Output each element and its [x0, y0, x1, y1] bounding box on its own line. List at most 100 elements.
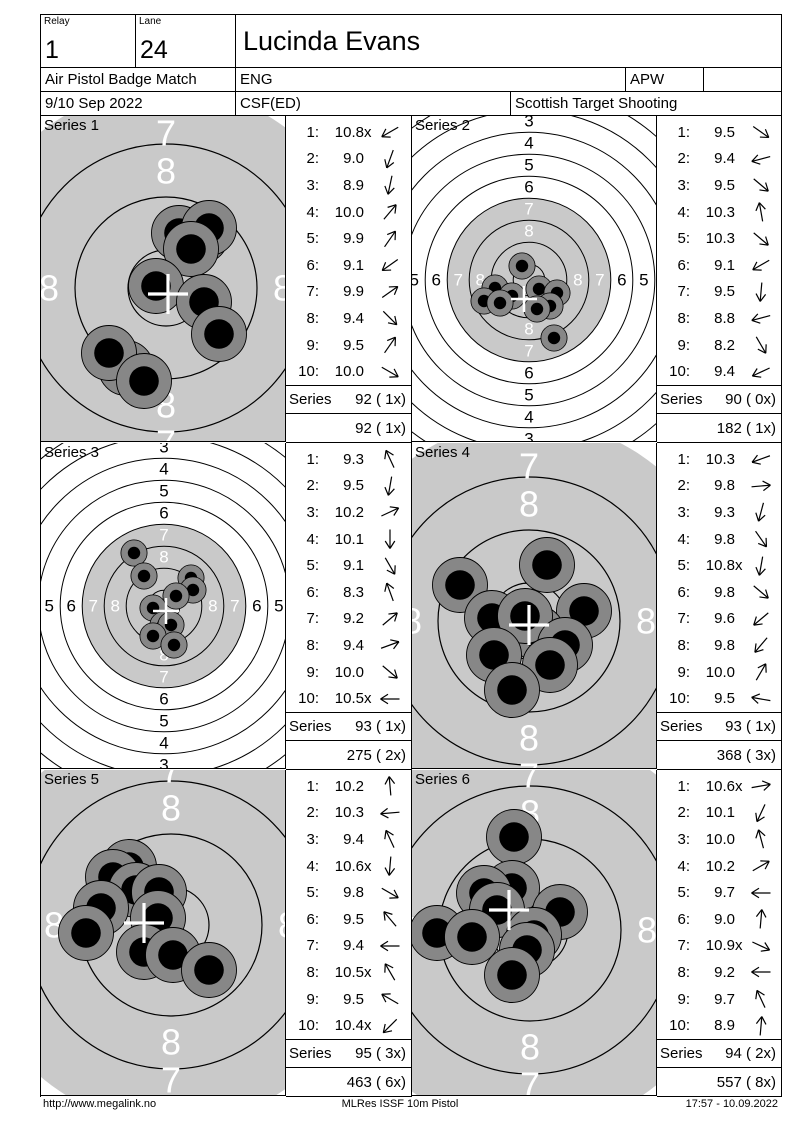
shot-direction	[746, 580, 776, 604]
shot-row: 9: 10.0	[286, 659, 411, 686]
shot-value: 10.3	[705, 450, 735, 468]
shot-holes	[58, 839, 237, 998]
shot-number: 1:	[306, 123, 319, 141]
shot-direction	[375, 227, 405, 251]
shot-direction-arrow-icon	[384, 963, 396, 981]
shot-value: 9.4	[343, 309, 364, 327]
score-table-series-1: 1: 10.8 x 2: 9.0 3: 8.9 4: 10.0 5: 9.9 6: 9.1 7: 9.9 8:…	[286, 116, 412, 443]
shot-row: 6: 9.5	[286, 906, 411, 933]
shot-list: 1: 10.6 x 2: 10.1 3: 10.0 4: 10.2 5: 9.7 6: 9.0 7: 10.…	[657, 770, 781, 1040]
svg-text:5: 5	[44, 597, 53, 616]
shot-direction-arrow-icon	[381, 366, 399, 378]
inner-ten-marker: x	[735, 557, 743, 575]
score-table-series-5: 1: 10.2 2: 10.3 3: 9.4 4: 10.6 x 5: 9.8 6: 9.5 7: 9.4 8…	[286, 770, 412, 1097]
shot-value: 9.4	[343, 636, 364, 654]
shot-row: 3: 10.2	[286, 499, 411, 526]
svg-text:8: 8	[161, 788, 181, 829]
shot-direction	[746, 554, 776, 578]
shot-direction	[746, 801, 776, 825]
shot-direction	[746, 660, 776, 684]
shot-direction	[746, 774, 776, 798]
shot-row: 4: 10.2	[657, 853, 781, 880]
shot-value: 9.0	[343, 150, 364, 168]
shot-direction-arrow-icon	[382, 665, 398, 679]
country: ENG	[236, 68, 626, 92]
shot-holes	[120, 539, 207, 659]
shot-row: 10: 10.5 x	[286, 685, 411, 712]
shot-direction-arrow-icon	[755, 909, 767, 929]
shot-direction-arrow-icon	[751, 887, 771, 898]
mean-point-cross	[153, 598, 179, 624]
shot-row: 7: 9.5	[657, 279, 781, 306]
svg-text:4: 4	[159, 733, 168, 752]
svg-text:8: 8	[519, 718, 539, 759]
shot-direction	[375, 827, 405, 851]
shot-direction-arrow-icon	[755, 282, 767, 302]
shot-direction-arrow-icon	[382, 612, 398, 626]
shot-number: 1:	[306, 450, 319, 468]
shot-value: 9.5	[714, 176, 735, 194]
shot-direction	[746, 173, 776, 197]
mean-point-cross	[124, 903, 164, 943]
shot-direction	[375, 687, 405, 711]
shot-row: 7: 9.2	[286, 606, 411, 633]
running-total-row: 275 ( 2x)	[286, 741, 411, 769]
shot-direction-arrow-icon	[753, 585, 769, 599]
shot-row: 10: 9.5	[657, 685, 781, 712]
svg-text:3: 3	[524, 429, 533, 441]
shot-row: 10: 9.4	[657, 358, 781, 385]
shot-value: 9.7	[714, 990, 735, 1008]
shot-number: 3:	[306, 176, 319, 194]
shot-direction	[375, 1014, 405, 1038]
shot-number: 5:	[306, 884, 319, 902]
shot-number: 3:	[306, 830, 319, 848]
svg-text:8: 8	[156, 151, 176, 192]
shot-number: 5:	[677, 230, 690, 248]
shot-number: 10:	[669, 690, 690, 708]
svg-text:3: 3	[524, 116, 533, 131]
shot-value: 9.1	[343, 256, 364, 274]
shot-number: 4:	[677, 857, 690, 875]
shot-number: 4:	[306, 857, 319, 875]
mean-point-cross	[509, 605, 549, 645]
shot-row: 5: 9.8	[286, 879, 411, 906]
shot-holes	[81, 200, 247, 409]
shot-direction-arrow-icon	[380, 807, 400, 819]
svg-text:8: 8	[208, 597, 217, 616]
shot-number: 10:	[298, 1017, 319, 1035]
shot-value: 9.6	[714, 610, 735, 628]
svg-text:3: 3	[159, 443, 168, 457]
series-total-label: Series	[289, 1045, 332, 1062]
shot-direction	[375, 881, 405, 905]
running-total-row: 557 ( 8x)	[657, 1068, 781, 1096]
shot-value: 10.3	[705, 203, 735, 221]
lane-value: 24	[140, 36, 168, 64]
shot-direction-arrow-icon	[755, 336, 767, 354]
shot-row: 5: 9.1	[286, 552, 411, 579]
shot-row: 2: 10.3	[286, 800, 411, 827]
shot-row: 10: 8.9	[657, 1012, 781, 1039]
svg-text:7: 7	[161, 1060, 181, 1096]
shot-row: 9: 8.2	[657, 332, 781, 359]
svg-text:5: 5	[639, 271, 648, 290]
shot-direction-arrow-icon	[753, 232, 769, 246]
shot-direction-arrow-icon	[384, 557, 396, 575]
shot-direction	[746, 527, 776, 551]
target-series-6: 888877Series 6	[412, 770, 657, 1096]
shot-value: 9.5	[343, 477, 364, 495]
shot-row: 9: 9.7	[657, 986, 781, 1013]
shot-direction	[375, 474, 405, 498]
shot-value: 9.0	[714, 910, 735, 928]
series-total-value: 90 ( 0x)	[725, 391, 776, 408]
header-row-2: Air Pistol Badge Match ENG APW	[41, 68, 782, 92]
running-total-value: 182 ( 1x)	[716, 419, 776, 437]
shot-number: 7:	[677, 610, 690, 628]
svg-text:7: 7	[159, 526, 168, 545]
panel-row: 8 8 8 8 7 7 7 7 6 6 6 6 5 5 5 5 4 4 3 3 Series 3 1: 9.3 2: 9.5 3:…	[41, 443, 782, 770]
shot-number: 7:	[677, 937, 690, 955]
shot-direction	[746, 881, 776, 905]
shot-number: 4:	[306, 203, 319, 221]
shot-number: 10:	[669, 363, 690, 381]
